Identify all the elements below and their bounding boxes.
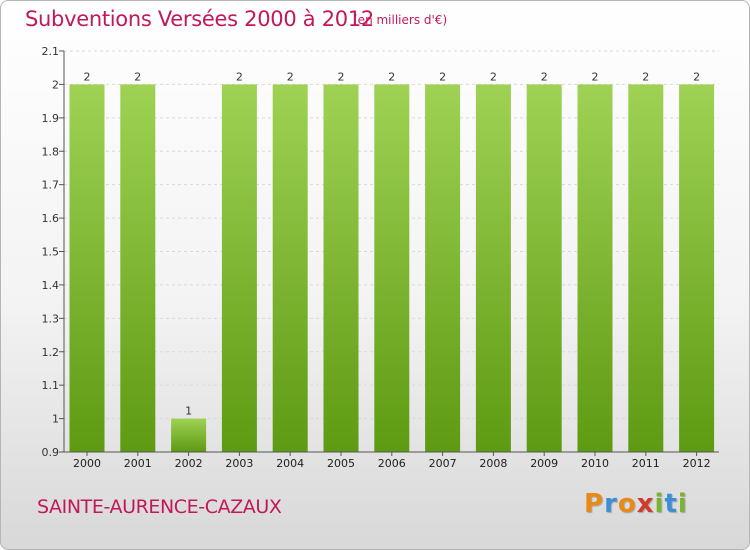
y-tick-label: 1.4 [42, 279, 60, 292]
data-label-2004: 2 [287, 70, 294, 83]
proxiti-logo[interactable]: Proxiti [584, 489, 688, 519]
logo-letter: i [654, 489, 665, 519]
y-tick-label: 2.1 [42, 45, 60, 58]
y-tick-label: 1.1 [42, 379, 60, 392]
logo-letter: t [664, 489, 678, 519]
data-label-2009: 2 [541, 70, 548, 83]
x-tick-label: 2003 [225, 457, 253, 470]
y-tick-label: 1.3 [42, 312, 60, 325]
y-tick-label: 1.5 [42, 246, 60, 259]
x-tick-label: 2005 [327, 457, 355, 470]
logo-letter: P [584, 489, 605, 519]
data-label-2008: 2 [490, 70, 497, 83]
bar-2009 [526, 84, 562, 453]
x-tick-label: 2010 [581, 457, 609, 470]
data-label-2011: 2 [642, 70, 649, 83]
bar-2004 [272, 84, 308, 453]
bar-2011 [628, 84, 664, 453]
municipality-name: SAINTE-AURENCE-CAZAUX [37, 496, 282, 518]
x-tick-label: 2008 [479, 457, 507, 470]
logo-letter: i [677, 489, 688, 519]
bar-2006 [374, 84, 410, 453]
bar-2008 [475, 84, 511, 453]
data-labels: 2 2 1 2 2 2 2 2 2 2 2 2 2 [84, 70, 701, 417]
y-axis-ticks: 0.9 1 1.1 1.2 1.3 1.4 1.5 1.6 1.7 1.8 1.9 2 2.1 [42, 45, 64, 459]
data-label-2002: 1 [185, 405, 192, 418]
y-tick-label: 0.9 [42, 446, 60, 459]
bar-2012 [679, 84, 715, 453]
x-tick-label: 2006 [378, 457, 406, 470]
x-axis-ticks: 2000 2001 2002 2003 2004 2005 2006 2007 2008 2009… [73, 452, 711, 470]
data-label-2012: 2 [693, 70, 700, 83]
bar-2007 [425, 84, 461, 453]
x-tick-label: 2004 [276, 457, 304, 470]
x-tick-label: 2011 [632, 457, 660, 470]
x-tick-label: 2000 [73, 457, 101, 470]
bar-2005 [323, 84, 359, 453]
logo-letter: o [617, 489, 637, 519]
y-tick-label: 1.6 [42, 212, 60, 225]
y-tick-label: 1.9 [42, 112, 60, 125]
data-label-2005: 2 [338, 70, 345, 83]
x-tick-label: 2007 [429, 457, 457, 470]
data-label-2003: 2 [236, 70, 243, 83]
bar-2000 [69, 84, 105, 453]
y-tick-label: 2 [52, 78, 59, 91]
logo-letter: r [604, 489, 618, 519]
data-label-2000: 2 [84, 70, 91, 83]
x-tick-label: 2012 [683, 457, 711, 470]
bar-2010 [577, 84, 613, 453]
x-tick-label: 2009 [530, 457, 558, 470]
data-label-2006: 2 [388, 70, 395, 83]
data-label-2007: 2 [439, 70, 446, 83]
y-tick-label: 1.7 [42, 179, 60, 192]
unit-note: (en milliers d'€) [353, 13, 448, 27]
bar-2002 [171, 418, 207, 452]
x-tick-label: 2002 [175, 457, 203, 470]
y-tick-label: 1 [52, 413, 59, 426]
y-tick-label: 1.8 [42, 145, 60, 158]
data-label-2001: 2 [134, 70, 141, 83]
bars [69, 84, 715, 453]
chart-title: Subventions Versées 2000 à 2012 [25, 7, 374, 31]
x-tick-label: 2001 [124, 457, 152, 470]
bar-2003 [221, 84, 257, 453]
data-label-2010: 2 [592, 70, 599, 83]
y-tick-label: 1.2 [42, 346, 60, 359]
bar-2001 [120, 84, 156, 453]
logo-letter: x [636, 489, 655, 519]
